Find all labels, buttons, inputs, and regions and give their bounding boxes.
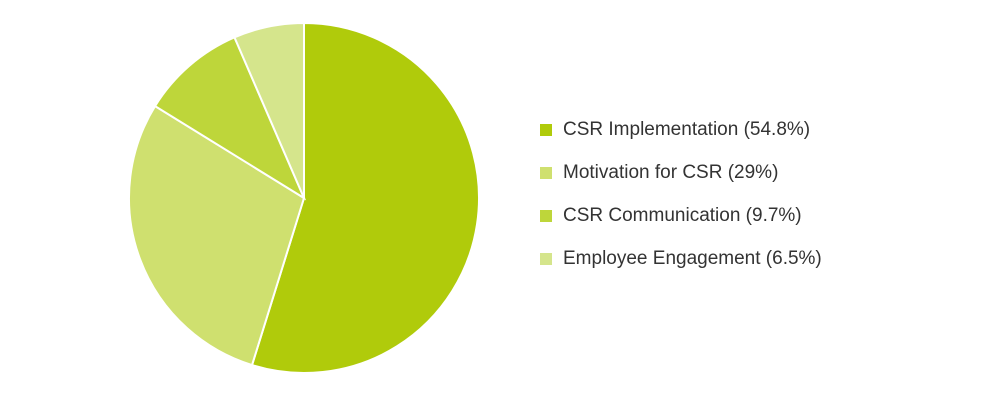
pie-slice xyxy=(153,36,307,201)
legend-swatch xyxy=(540,167,552,179)
legend-swatch xyxy=(540,124,552,136)
legend-label: Employee Engagement (6.5%) xyxy=(563,248,822,269)
legend-swatch xyxy=(540,210,552,222)
legend-swatch xyxy=(540,253,552,265)
legend-label: Motivation for CSR (29%) xyxy=(563,162,778,183)
legend-label: CSR Implementation (54.8%) xyxy=(563,119,810,140)
pie-slice xyxy=(250,21,480,374)
legend-label: CSR Communication (9.7%) xyxy=(563,205,802,226)
pie-slice xyxy=(233,21,305,199)
pie-slice xyxy=(128,104,306,367)
